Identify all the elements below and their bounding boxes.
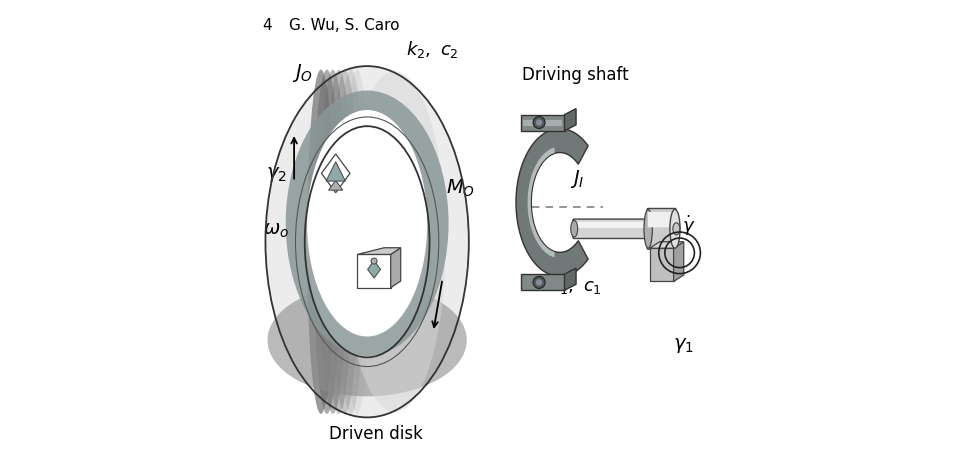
Ellipse shape — [307, 70, 334, 414]
Ellipse shape — [672, 223, 679, 235]
Circle shape — [533, 116, 545, 128]
FancyBboxPatch shape — [573, 219, 649, 239]
Polygon shape — [328, 180, 342, 190]
Ellipse shape — [570, 220, 578, 237]
Polygon shape — [649, 242, 683, 248]
Polygon shape — [564, 109, 576, 131]
Polygon shape — [649, 248, 672, 281]
Text: Driven disk: Driven disk — [329, 425, 422, 443]
Text: $M_O$: $M_O$ — [445, 178, 474, 199]
Ellipse shape — [325, 70, 353, 414]
Polygon shape — [326, 162, 345, 181]
Polygon shape — [522, 120, 562, 126]
Text: $\gamma_2$: $\gamma_2$ — [266, 165, 286, 184]
Circle shape — [371, 258, 377, 264]
Ellipse shape — [313, 70, 340, 414]
Circle shape — [533, 276, 545, 288]
Text: $\dot{\gamma}$: $\dot{\gamma}$ — [681, 213, 695, 238]
Polygon shape — [527, 147, 554, 258]
Polygon shape — [520, 274, 564, 290]
Polygon shape — [672, 242, 683, 281]
Polygon shape — [564, 268, 576, 290]
Text: $\omega_o$: $\omega_o$ — [263, 221, 289, 239]
Polygon shape — [357, 248, 400, 254]
Ellipse shape — [337, 70, 364, 414]
FancyBboxPatch shape — [576, 222, 645, 228]
Ellipse shape — [319, 70, 347, 414]
Text: 4: 4 — [262, 18, 271, 33]
Ellipse shape — [670, 209, 679, 248]
Polygon shape — [321, 154, 350, 193]
Text: $k_1,\ c_1$: $k_1,\ c_1$ — [548, 275, 601, 296]
Text: $M_I$: $M_I$ — [650, 218, 672, 238]
Polygon shape — [520, 115, 564, 131]
Text: Driving shaft: Driving shaft — [521, 66, 628, 84]
Text: $\gamma_1$: $\gamma_1$ — [672, 336, 694, 355]
Circle shape — [535, 119, 542, 126]
Text: $J_O$: $J_O$ — [292, 62, 313, 84]
Text: $k_2,\ c_2$: $k_2,\ c_2$ — [405, 40, 457, 60]
Circle shape — [535, 279, 542, 286]
Ellipse shape — [286, 91, 448, 356]
Polygon shape — [357, 254, 391, 288]
FancyBboxPatch shape — [647, 212, 674, 227]
Ellipse shape — [267, 284, 466, 396]
Ellipse shape — [304, 126, 429, 357]
FancyBboxPatch shape — [646, 208, 675, 249]
Ellipse shape — [344, 71, 445, 412]
Ellipse shape — [643, 209, 651, 248]
Ellipse shape — [266, 66, 468, 418]
Ellipse shape — [307, 110, 426, 337]
Polygon shape — [391, 248, 400, 288]
Ellipse shape — [343, 70, 370, 414]
Polygon shape — [516, 128, 587, 276]
Text: $J_I$: $J_I$ — [570, 168, 584, 190]
Text: G. Wu, S. Caro: G. Wu, S. Caro — [288, 18, 398, 33]
Ellipse shape — [330, 70, 359, 414]
Polygon shape — [367, 261, 380, 278]
